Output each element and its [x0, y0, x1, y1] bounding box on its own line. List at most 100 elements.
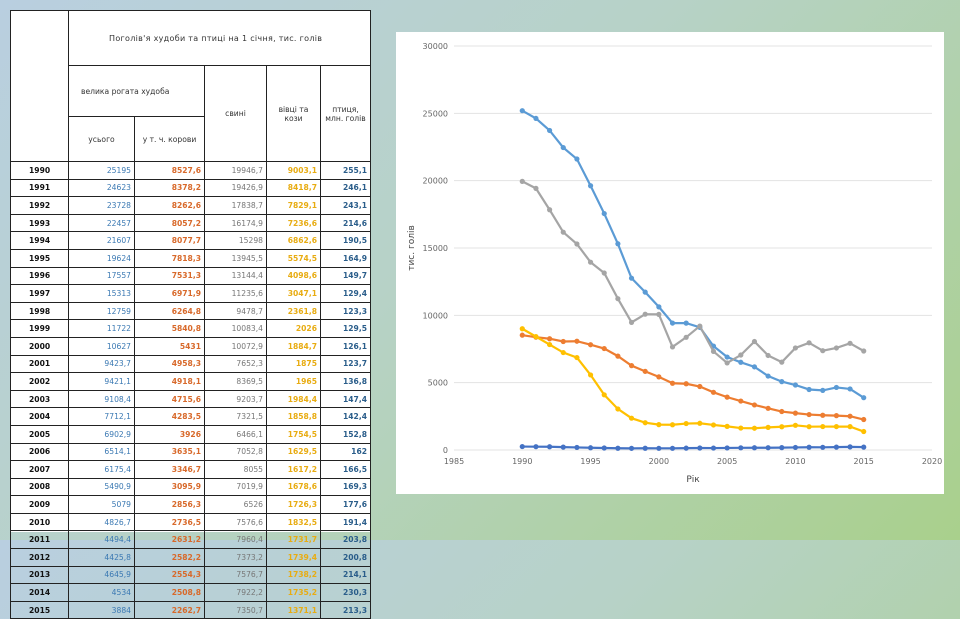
cell-cows: 7818,3 [134, 248, 205, 268]
cell-total: 12759 [68, 301, 135, 321]
cell-poultry: 200,8 [319, 548, 372, 567]
series-point [560, 229, 566, 235]
y-tick-label: 5000 [428, 379, 448, 388]
table-row: 2010 4826,7 2736,5 7576,6 1832,5 191,4 [10, 512, 372, 532]
cell-pigs: 6466,1 [204, 424, 267, 444]
cell-cows: 6971,9 [134, 284, 205, 303]
series-point [615, 296, 621, 302]
table-row: 1991 24623 8378,2 19426,9 8418,7 246,1 [10, 178, 372, 198]
cell-year: 2001 [10, 354, 69, 374]
cell-total: 24623 [68, 178, 135, 198]
cell-total: 6175,4 [68, 460, 135, 479]
sheep-header: вівці та кози [266, 65, 321, 162]
series-point [833, 423, 839, 430]
series-point [738, 425, 744, 431]
series-point [601, 445, 607, 451]
cell-year: 1996 [10, 266, 69, 286]
cell-cows: 2262,7 [134, 600, 205, 619]
series-point [669, 320, 676, 326]
series-point [533, 334, 539, 340]
cell-cows: 5840,8 [134, 319, 205, 338]
cell-poultry: 214,6 [319, 213, 372, 233]
table-row: 2015 3884 2262,7 7350,7 1371,1 213,3 [10, 600, 372, 619]
cell-sheep: 1965 [266, 372, 321, 391]
cell-total: 5079 [68, 495, 135, 514]
cell-cows: 5431 [134, 336, 205, 356]
series-point [519, 108, 525, 114]
series-point [560, 349, 566, 356]
cell-cows: 8077,7 [134, 231, 205, 250]
x-tick-label: 1985 [444, 457, 464, 466]
series-point [587, 445, 594, 451]
series-point [656, 304, 662, 310]
series-point [574, 241, 580, 247]
series-point [697, 323, 703, 329]
series-point [669, 422, 676, 428]
cell-cows: 2856,3 [134, 495, 205, 514]
cell-sheep: 2361,8 [266, 301, 321, 321]
series-point [792, 422, 799, 428]
series-point [642, 311, 648, 317]
cell-year: 2013 [10, 565, 69, 585]
series-point [669, 445, 676, 451]
series-point [738, 352, 744, 358]
cell-pigs: 9203,7 [204, 389, 267, 409]
cell-poultry: 149,7 [319, 266, 372, 286]
table-row: 2012 4425,8 2582,2 7373,2 1739,4 200,8 [10, 548, 372, 567]
cell-pigs: 11235,6 [204, 284, 267, 303]
cell-poultry: 147,4 [319, 389, 372, 409]
series-point [683, 334, 689, 340]
series-point [738, 445, 744, 451]
cell-pigs: 15298 [204, 231, 267, 250]
cell-poultry: 177,6 [319, 495, 372, 514]
cell-poultry: 142,4 [319, 407, 372, 426]
cell-year: 2000 [10, 336, 69, 356]
cell-year: 2009 [10, 495, 69, 514]
cell-year: 2005 [10, 424, 69, 444]
table-row: 2014 4534 2508,8 7922,2 1735,2 230,3 [10, 583, 372, 602]
cell-total: 4425,8 [68, 548, 135, 567]
cell-sheep: 3047,1 [266, 284, 321, 303]
series-point [587, 183, 594, 189]
series-point [547, 127, 553, 134]
cell-total: 19624 [68, 248, 135, 268]
cell-year: 1998 [10, 301, 69, 321]
series-point [820, 423, 826, 430]
cell-sheep: 1884,7 [266, 336, 321, 356]
series-point [519, 443, 525, 450]
cell-pigs: 7576,7 [204, 565, 267, 585]
series-point [847, 386, 853, 392]
cell-total: 6902,9 [68, 424, 135, 444]
series-point [779, 408, 785, 415]
table-row: 1992 23728 8262,6 17838,7 7829,1 243,1 [10, 196, 372, 215]
series-point [519, 326, 525, 332]
table-row: 1994 21607 8077,7 15298 6862,6 190,5 [10, 231, 372, 250]
cell-cows: 3635,1 [134, 442, 205, 462]
cell-sheep: 1875 [266, 354, 321, 374]
cell-poultry: 213,3 [319, 600, 372, 619]
cell-pigs: 7052,8 [204, 442, 267, 462]
series-point [533, 444, 539, 450]
series-point [547, 444, 553, 450]
series-point [820, 348, 826, 354]
x-axis-title: Рік [686, 475, 700, 485]
cell-cows: 6264,8 [134, 301, 205, 321]
series-point [710, 348, 717, 355]
series-point [628, 445, 635, 451]
livestock-line-chart: 0 5000 10000 15000 20000 25000 30000 1985 1990 19… [407, 42, 942, 485]
chart-panel: 0 5000 10000 15000 20000 25000 30000 1985 1990 19… [396, 32, 944, 494]
series-point [642, 289, 648, 295]
cell-year: 1997 [10, 284, 69, 303]
cell-sheep: 1984,4 [266, 389, 321, 409]
cell-cows: 8262,6 [134, 196, 205, 215]
cell-poultry: 166,5 [319, 460, 372, 479]
series-point [847, 444, 853, 450]
cell-cows: 3095,9 [134, 477, 205, 497]
x-tick-label: 1990 [512, 457, 532, 466]
series-point [738, 359, 744, 365]
series-point [519, 178, 525, 184]
cell-total: 5490,9 [68, 477, 135, 497]
cell-sheep: 1735,2 [266, 583, 321, 602]
series-point [683, 320, 689, 326]
table-row: 2007 6175,4 3346,7 8055 1617,2 166,5 [10, 460, 372, 479]
